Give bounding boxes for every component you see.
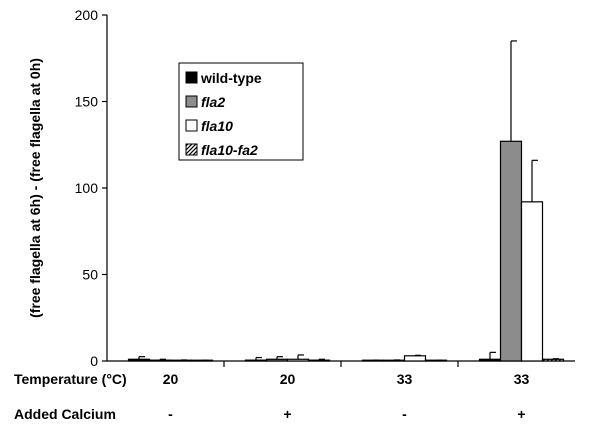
- legend-box: [178, 62, 304, 161]
- bar: [541, 358, 565, 362]
- temperature-row-label: Temperature (°C): [14, 371, 127, 387]
- legend-label: fla10-fa2: [201, 142, 258, 158]
- x-category-labels: 20 - 20 +33 - 33 +: [163, 371, 530, 422]
- y-tick-label: 50: [82, 267, 98, 283]
- bar: [307, 359, 331, 362]
- y-tick-label: 100: [75, 180, 99, 196]
- legend: wild-type fla2 fla10 fla10-fa2: [178, 62, 304, 161]
- legend-swatch: [185, 95, 198, 108]
- y-tick-label: 200: [75, 7, 99, 23]
- bar: [148, 359, 172, 362]
- calcium-value: -: [402, 406, 407, 422]
- calcium-value: +: [283, 406, 291, 422]
- temperature-value: 20: [163, 371, 179, 387]
- calcium-value: -: [168, 406, 173, 422]
- legend-label: fla2: [201, 94, 225, 110]
- bar: [286, 358, 310, 362]
- calcium-row-label: Added Calcium: [14, 406, 116, 422]
- temperature-value: 33: [397, 371, 413, 387]
- legend-label: wild-type: [200, 70, 262, 86]
- calcium-value: +: [517, 406, 525, 422]
- bar: [478, 358, 502, 362]
- legend-swatch: [185, 71, 198, 84]
- y-tick-label: 0: [90, 353, 98, 369]
- y-axis-label: (free flagella at 6h) - (free flagella a…: [27, 58, 43, 318]
- temperature-value: 33: [514, 371, 530, 387]
- y-tick-label: 150: [75, 94, 99, 110]
- bar: [520, 201, 544, 362]
- bar: [244, 359, 268, 362]
- bar: [265, 358, 289, 362]
- legend-label: fla10: [201, 118, 233, 134]
- bars: [127, 40, 565, 362]
- bar: [499, 140, 523, 362]
- bar: [127, 358, 151, 362]
- legend-swatch: [185, 119, 198, 132]
- bar: [403, 355, 427, 362]
- temperature-value: 20: [280, 371, 296, 387]
- legend-swatch: [185, 143, 198, 156]
